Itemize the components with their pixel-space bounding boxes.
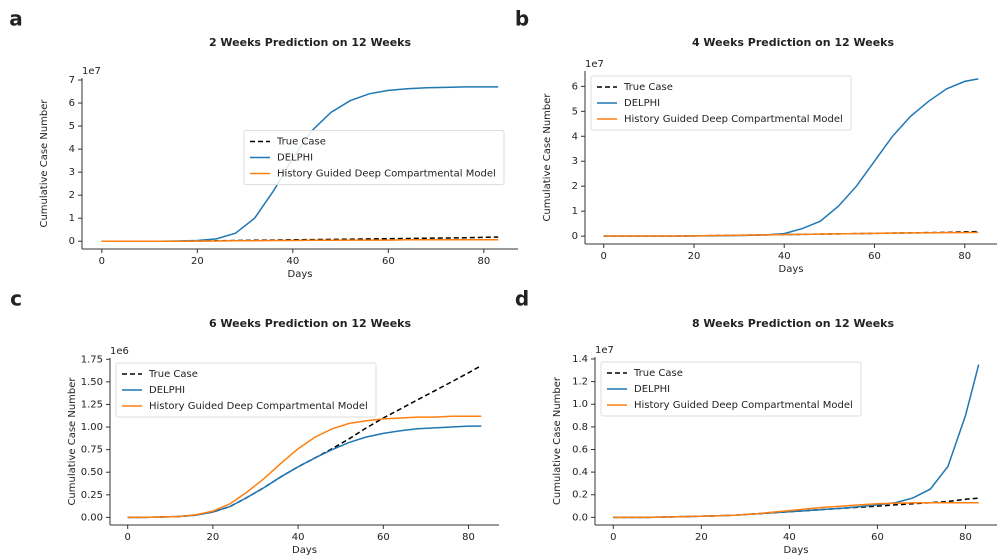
y-tick-label: 0.0: [572, 512, 588, 523]
y-tick-label: 0.6: [572, 444, 588, 455]
y-tick-label: 0.00: [81, 512, 103, 523]
chart-title: 8 Weeks Prediction on 12 Weeks: [692, 317, 895, 330]
x-axis-label: Days: [292, 545, 317, 556]
y-tick-label: 6: [69, 98, 75, 109]
y-tick-label: 1.25: [81, 399, 103, 410]
y-tick-label: 0.8: [572, 422, 588, 433]
panel-label: a: [9, 7, 23, 31]
x-tick-label: 40: [778, 251, 791, 262]
legend-label: True Case: [623, 82, 673, 93]
chart-title: 4 Weeks Prediction on 12 Weeks: [692, 36, 895, 49]
x-tick-label: 80: [462, 532, 475, 543]
chart-title: 6 Weeks Prediction on 12 Weeks: [209, 317, 412, 330]
y-tick-label: 0.75: [81, 445, 103, 456]
y-tick-label: 1.0: [572, 399, 588, 410]
y-tick-label: 3: [69, 167, 75, 178]
y-tick-label: 7: [69, 75, 75, 86]
y-tick-label: 1.00: [81, 422, 103, 433]
y-axis-label: Cumulative Case Number: [67, 377, 78, 506]
legend-box: [243, 130, 505, 185]
y-offset-label: 1e6: [110, 346, 129, 357]
x-tick-label: 80: [958, 251, 971, 262]
legend-label: DELPHI: [634, 384, 670, 395]
panel-label: d: [515, 287, 529, 311]
x-axis-label: Days: [288, 269, 313, 280]
x-tick-label: 80: [959, 532, 972, 543]
x-tick-label: 60: [377, 532, 390, 543]
x-tick-label: 0: [124, 532, 130, 543]
y-offset-label: 1e7: [82, 66, 101, 77]
x-tick-label: 0: [601, 251, 607, 262]
y-tick-label: 1.2: [572, 377, 588, 388]
x-tick-label: 40: [286, 256, 299, 267]
x-tick-label: 0: [610, 532, 616, 543]
y-axis-label: Cumulative Case Number: [552, 376, 563, 505]
legend-box: [115, 362, 377, 418]
x-tick-label: 20: [191, 256, 204, 267]
series-line: [613, 501, 979, 519]
y-tick-label: 1: [69, 213, 75, 224]
legend-label: History Guided Deep Compartmental Model: [277, 169, 496, 180]
y-tick-label: 6: [572, 81, 578, 92]
legend-label: DELPHI: [624, 98, 660, 109]
series-line: [127, 415, 482, 519]
y-tick-label: 0: [572, 231, 578, 242]
y-tick-label: 2: [572, 181, 578, 192]
x-axis-label: Days: [779, 264, 804, 275]
x-tick-label: 60: [868, 251, 881, 262]
x-tick-label: 20: [695, 532, 708, 543]
legend-label: DELPHI: [277, 153, 313, 164]
panel-label: c: [10, 287, 22, 311]
panel-label: b: [515, 7, 529, 31]
x-tick-label: 60: [382, 256, 395, 267]
y-tick-label: 1.4: [572, 354, 588, 365]
x-tick-label: 0: [99, 256, 105, 267]
y-tick-label: 0.4: [572, 467, 588, 478]
x-tick-label: 80: [477, 256, 490, 267]
chart-title: 2 Weeks Prediction on 12 Weeks: [209, 36, 412, 49]
series-line: [603, 231, 979, 237]
legend-label: History Guided Deep Compartmental Model: [624, 114, 843, 125]
y-axis-label: Cumulative Case Number: [542, 93, 553, 222]
legend-label: DELPHI: [149, 385, 185, 396]
legend-label: History Guided Deep Compartmental Model: [149, 401, 368, 412]
y-axis-label: Cumulative Case Number: [39, 99, 50, 228]
y-tick-label: 1.50: [81, 377, 103, 388]
y-tick-label: 5: [69, 121, 75, 132]
series-line: [127, 425, 482, 519]
legend-label: True Case: [148, 369, 198, 380]
y-tick-label: 0.25: [81, 490, 103, 501]
y-tick-label: 4: [69, 144, 75, 155]
legend-box: [590, 75, 852, 131]
legend-label: History Guided Deep Compartmental Model: [634, 400, 853, 411]
legend-label: True Case: [276, 137, 326, 148]
y-offset-label: 1e7: [595, 345, 614, 356]
legend-label: True Case: [633, 368, 683, 379]
series-line: [101, 239, 499, 242]
y-tick-label: 0: [69, 236, 75, 247]
y-tick-label: 3: [572, 156, 578, 167]
series-line: [613, 497, 979, 519]
legend-box: [600, 361, 862, 417]
y-offset-label: 1e7: [585, 59, 604, 70]
x-tick-label: 20: [688, 251, 701, 262]
y-tick-label: 1: [572, 206, 578, 217]
y-tick-label: 0.50: [81, 467, 103, 478]
y-tick-label: 5: [572, 106, 578, 117]
x-tick-label: 20: [207, 532, 220, 543]
y-tick-label: 4: [572, 131, 578, 142]
y-tick-label: 2: [69, 190, 75, 201]
x-axis-label: Days: [784, 545, 809, 556]
y-tick-label: 0.2: [572, 490, 588, 501]
x-tick-label: 40: [292, 532, 305, 543]
x-tick-label: 60: [871, 532, 884, 543]
x-tick-label: 40: [783, 532, 796, 543]
y-tick-label: 1.75: [81, 354, 103, 365]
